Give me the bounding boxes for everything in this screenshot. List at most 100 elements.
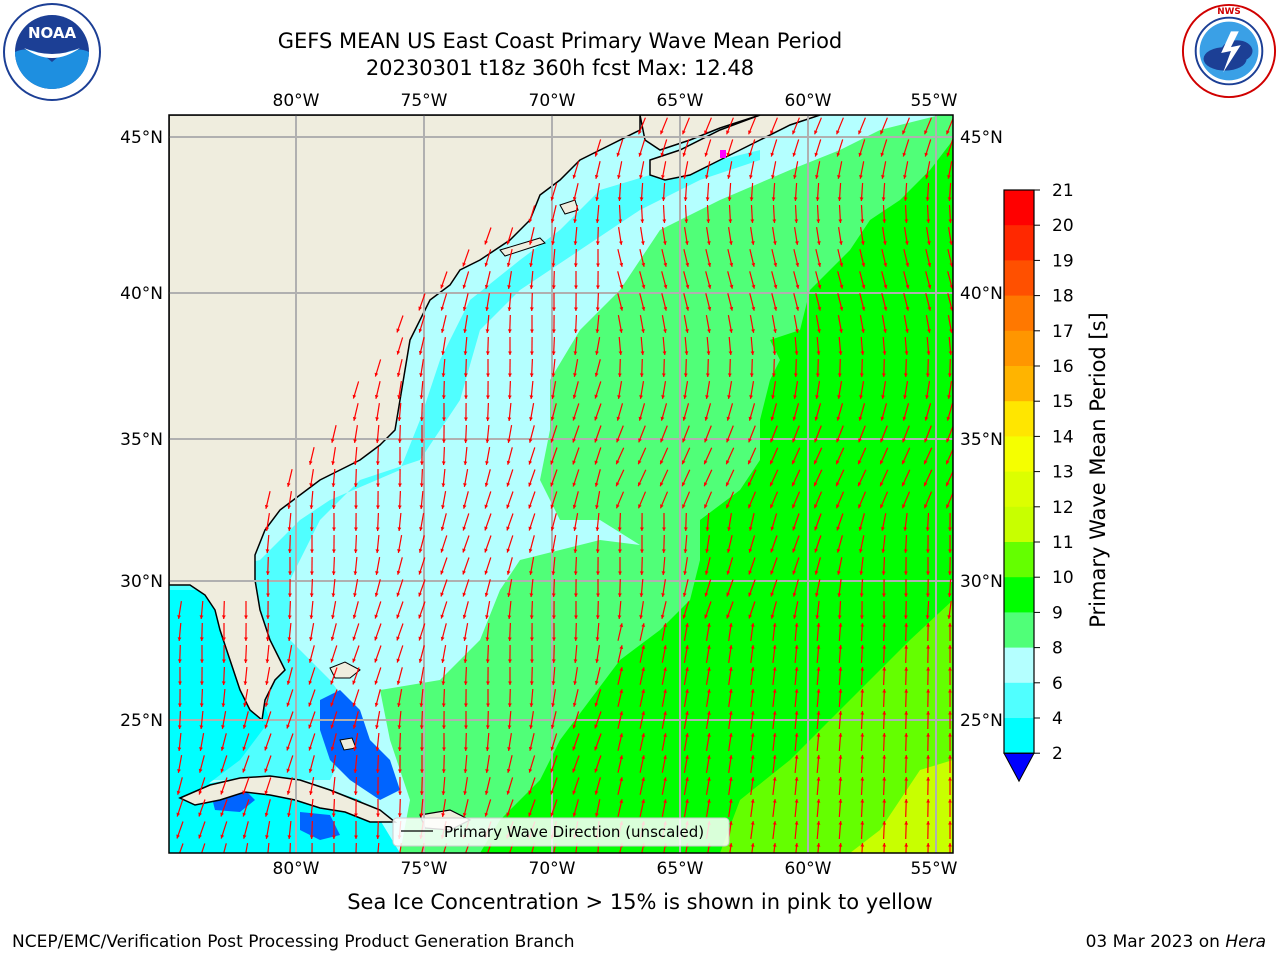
wave-arrow-head (462, 306, 467, 311)
wave-arrow-head (638, 152, 643, 157)
wave-arrow (355, 842, 357, 853)
wave-arrow-head (882, 645, 887, 649)
wave-arrow-head (924, 482, 928, 487)
lon-tick-top: 80°W (273, 91, 320, 111)
wave-arrow-head (905, 241, 909, 245)
wave-arrow-head (484, 284, 489, 289)
wave-arrow-head (528, 240, 533, 245)
wave-arrow-head (707, 623, 711, 627)
wave-arrow-head (948, 777, 952, 781)
wave-arrow-head (552, 307, 556, 311)
wave-arrow-head (750, 219, 755, 223)
wave-arrow-head (462, 284, 467, 289)
wave-arrow-head (707, 306, 712, 311)
wave-arrow-head (748, 416, 753, 421)
wave-arrow-head (551, 549, 555, 553)
wave-arrow-head (332, 549, 336, 553)
wave-arrow-head (728, 733, 733, 737)
wave-arrow-head (507, 725, 512, 729)
wave-arrow-head (707, 329, 711, 333)
wave-arrow-head (485, 439, 490, 443)
colorbar-tick-label: 9 (1052, 603, 1063, 623)
wave-arrow-head (773, 329, 777, 333)
wave-arrow-head (594, 152, 599, 157)
wave-arrow-head (816, 799, 821, 803)
wave-arrow-head (463, 791, 467, 795)
wave-arrow-head (707, 799, 711, 803)
wave-arrow-head (198, 768, 203, 773)
wave-arrow-head (704, 152, 709, 157)
wave-arrow-head (551, 659, 556, 663)
wave-arrow-head (374, 680, 379, 685)
wave-arrow-head (441, 659, 445, 663)
wave-arrow-head (641, 329, 645, 333)
wave-arrow-head (751, 262, 756, 267)
wave-arrow-head (640, 527, 644, 531)
wave-arrow-head (858, 416, 863, 421)
wave-arrow-head (925, 175, 929, 179)
wave-arrow-head (619, 733, 624, 738)
wave-arrow-head (902, 482, 906, 487)
wave-arrow-head (772, 351, 777, 355)
wave-arrow-head (639, 395, 643, 399)
wave-arrow-head (860, 799, 865, 803)
wave-arrow-head (795, 241, 799, 245)
wave-arrow-head (836, 152, 841, 157)
wave-arrow-head (904, 711, 909, 715)
wave-arrow-head (506, 812, 510, 817)
wave-arrow-head (947, 373, 952, 377)
wave-arrow-head (529, 681, 534, 685)
wave-arrow-head (770, 504, 774, 509)
wave-arrow-head (309, 637, 313, 641)
wave-arrow-head (550, 812, 555, 817)
wave-arrow-head (860, 645, 865, 649)
wave-arrow-head (200, 681, 204, 685)
wave-arrow-head (794, 623, 799, 627)
wave-arrow-head (573, 637, 578, 641)
wave-arrow-head (728, 821, 733, 825)
wave-arrow-head (925, 527, 930, 531)
colorbar-extend-arrow (1003, 752, 1035, 783)
wave-arrow-head (814, 416, 819, 421)
wave-arrow-head (616, 416, 621, 421)
wave-arrow-head (726, 416, 731, 421)
wave-arrow-head (641, 623, 645, 627)
wave-arrow-head (685, 799, 689, 803)
wave-arrow-head (572, 394, 577, 399)
wave-arrow-head (704, 460, 708, 465)
wave-arrow-head (594, 680, 599, 685)
wave-arrow-head (596, 857, 600, 861)
wave-arrow-head (926, 219, 931, 223)
wave-arrow-head (243, 857, 247, 861)
wave-arrow-head (837, 373, 842, 377)
wave-arrow-head (729, 329, 733, 333)
wave-arrow-head (441, 351, 445, 355)
wave-arrow-head (706, 351, 711, 355)
wave-arrow-head (398, 483, 402, 487)
wave-arrow-head (947, 395, 951, 399)
wave-arrow-head (528, 768, 533, 773)
colorbar (1003, 189, 1035, 783)
wave-arrow-head (860, 689, 865, 693)
colorbar-tick-label: 11 (1052, 533, 1074, 553)
wave-arrow-head (641, 645, 645, 649)
wave-arrow-head (506, 768, 511, 773)
wave-arrow-head (817, 306, 822, 311)
wave-arrow-head (704, 482, 708, 487)
wave-arrow-head (815, 373, 820, 377)
wave-arrow-head (309, 791, 313, 795)
wave-arrow-head (726, 130, 730, 135)
wave-arrow-head (905, 284, 910, 289)
wave-arrow-head (904, 623, 909, 627)
wave-arrow-head (640, 219, 645, 223)
wave-arrow-head (707, 755, 711, 759)
wave-arrow-head (660, 504, 664, 509)
wave-arrow-head (177, 659, 182, 663)
wave-arrow-head (705, 197, 710, 201)
wave-arrow-head (748, 482, 752, 487)
wave-arrow-head (948, 645, 952, 649)
wave-arrow-head (286, 790, 291, 795)
wave-arrow-head (550, 196, 555, 201)
wave-arrow-head (792, 504, 796, 509)
wave-arrow-head (507, 285, 511, 289)
